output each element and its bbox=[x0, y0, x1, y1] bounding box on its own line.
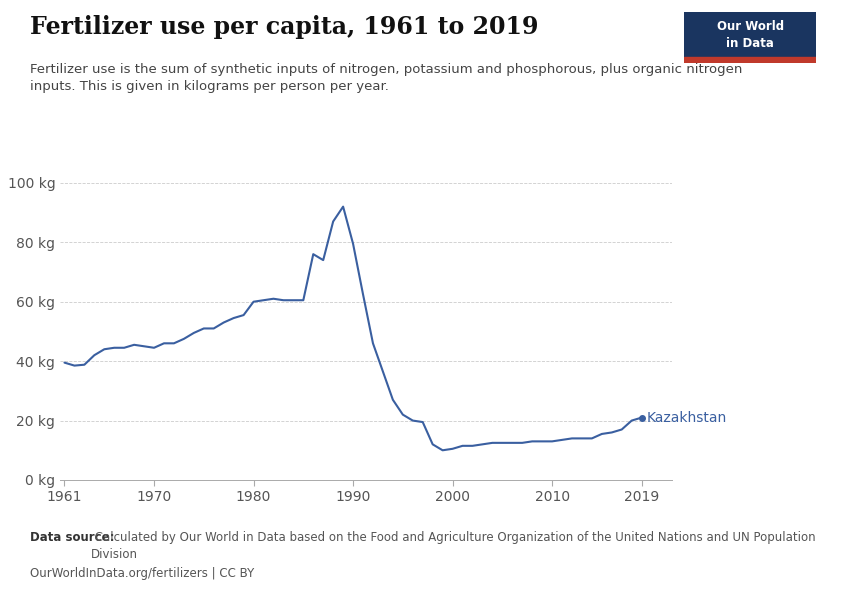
Text: Fertilizer use per capita, 1961 to 2019: Fertilizer use per capita, 1961 to 2019 bbox=[30, 15, 538, 39]
Text: Fertilizer use is the sum of synthetic inputs of nitrogen, potassium and phospho: Fertilizer use is the sum of synthetic i… bbox=[30, 63, 742, 93]
Text: in Data: in Data bbox=[726, 37, 774, 50]
Text: Data source:: Data source: bbox=[30, 531, 114, 544]
Text: Our World: Our World bbox=[717, 20, 784, 33]
Text: Kazakhstan: Kazakhstan bbox=[647, 410, 727, 425]
Text: Calculated by Our World in Data based on the Food and Agriculture Organization o: Calculated by Our World in Data based on… bbox=[91, 531, 816, 561]
Text: OurWorldInData.org/fertilizers | CC BY: OurWorldInData.org/fertilizers | CC BY bbox=[30, 567, 254, 580]
Bar bbox=[684, 57, 816, 63]
